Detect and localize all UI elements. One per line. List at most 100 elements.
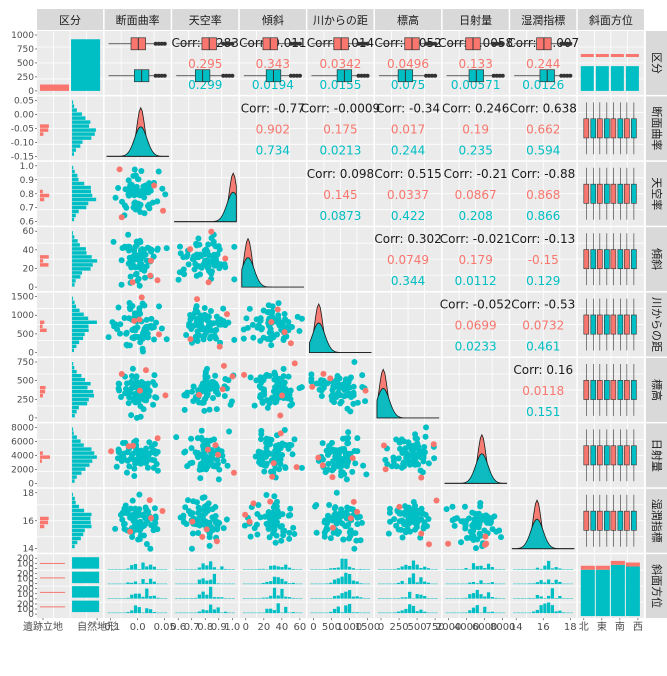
hist-bar: [501, 598, 506, 599]
facet-bar-group1: [40, 606, 66, 608]
scatter-point: [430, 441, 437, 448]
scatter-point: [187, 311, 194, 318]
scatter-point: [272, 465, 279, 472]
strip-top-label: 断面曲率: [116, 13, 160, 27]
scatter-point: [126, 463, 133, 470]
hist-bar: [175, 612, 179, 614]
scatter-point: [268, 309, 275, 316]
hist-bar: [378, 569, 382, 570]
hist-bar: [227, 569, 232, 570]
corr-group1: 0.133: [458, 57, 492, 71]
scatter-point: [212, 504, 219, 511]
hist-bar-group2: [72, 201, 89, 206]
hist-bar: [344, 572, 348, 585]
corr-group1: 0.0496: [387, 57, 429, 71]
scatter-point: [124, 380, 131, 387]
scatter-point: [118, 281, 125, 288]
scatter-point: [136, 237, 143, 244]
scatter-point: [268, 436, 275, 443]
scatter-point: [128, 412, 135, 419]
hist-bar: [299, 569, 303, 570]
scatter-point: [115, 304, 122, 311]
x-tick-label: 1000: [337, 622, 362, 633]
hist-bar-group2: [72, 193, 93, 198]
scatter-point: [205, 279, 212, 286]
hist-bar: [516, 583, 521, 585]
hist-bar-group2: [72, 362, 74, 366]
strip-right-label: 断面曲率: [650, 106, 664, 150]
scatter-point: [315, 454, 322, 461]
hist-bar-group2: [72, 213, 76, 218]
hist-bar: [415, 611, 419, 614]
hist-bar: [490, 596, 494, 599]
hist-bar: [498, 612, 502, 614]
hist-bar: [126, 612, 130, 614]
scatter-point: [339, 457, 346, 464]
hist-bar: [460, 598, 464, 599]
hist-bar: [381, 598, 386, 599]
hist-bar: [156, 612, 160, 614]
scatter-point: [422, 511, 429, 518]
box: [604, 118, 610, 139]
scatter-point: [182, 504, 189, 511]
hist-bar: [393, 612, 397, 614]
hist-bar: [141, 596, 145, 599]
hist-bar: [250, 598, 254, 599]
y-tick-label: -0.10: [11, 138, 35, 148]
scatter-point: [262, 453, 269, 460]
hist-bar: [190, 569, 194, 570]
scatter-point: [254, 511, 261, 518]
scatter-point: [221, 392, 228, 399]
corr-group2: 0.0233: [455, 340, 497, 354]
hist-bar: [351, 612, 355, 614]
scatter-point: [298, 464, 305, 471]
scatter-point: [141, 392, 148, 399]
scatter-point: [477, 500, 484, 507]
hist-bar: [329, 582, 333, 585]
scatter-point: [195, 254, 202, 261]
scatter-point: [199, 533, 206, 540]
y-tick-label: 0: [28, 595, 34, 605]
corr-group2: 0.0873: [319, 209, 361, 223]
scatter-point: [214, 456, 221, 463]
scatter-point: [285, 373, 292, 380]
hist-bar: [464, 568, 468, 570]
scatter-point: [185, 261, 192, 268]
scatter-point: [260, 386, 267, 393]
scatter-point: [273, 331, 280, 338]
hist-bar: [408, 577, 412, 585]
hist-bar: [152, 612, 156, 614]
hist-bar: [254, 569, 258, 570]
hist-bar-group2: [72, 296, 74, 301]
hist-bar: [332, 596, 337, 599]
scatter-point: [272, 518, 279, 525]
hist-bar-group2: [72, 340, 80, 345]
corr-group2: 0.866: [526, 209, 560, 223]
scatter-point: [135, 509, 142, 516]
hist-bar: [565, 598, 570, 599]
scatter-point: [220, 305, 227, 312]
hist-bar: [280, 578, 284, 585]
box-outlier: [294, 41, 299, 46]
bar-aspect-group2: [625, 566, 640, 617]
hist-bar: [321, 612, 325, 614]
scatter-point: [402, 521, 409, 528]
hist-bar-group2: [72, 385, 88, 390]
box-outlier: [562, 73, 567, 78]
hist-bar: [152, 581, 156, 585]
hist-bar: [314, 583, 318, 585]
box-outlier: [291, 73, 296, 78]
strip-top-label: 湿潤指標: [521, 13, 565, 27]
hist-bar-group2: [72, 348, 75, 352]
scatter-point: [138, 266, 145, 273]
hist-bar-group2: [72, 389, 94, 394]
scatter-point: [325, 460, 332, 467]
hist-bar: [299, 598, 303, 599]
corr-group1: 0.244: [526, 57, 560, 71]
strip-top: [442, 9, 509, 30]
scatter-point: [150, 336, 157, 343]
hist-bar: [453, 612, 457, 614]
scatter-point: [152, 515, 159, 522]
scatter-point: [351, 545, 358, 552]
bar-aspect-group2: [595, 66, 609, 91]
